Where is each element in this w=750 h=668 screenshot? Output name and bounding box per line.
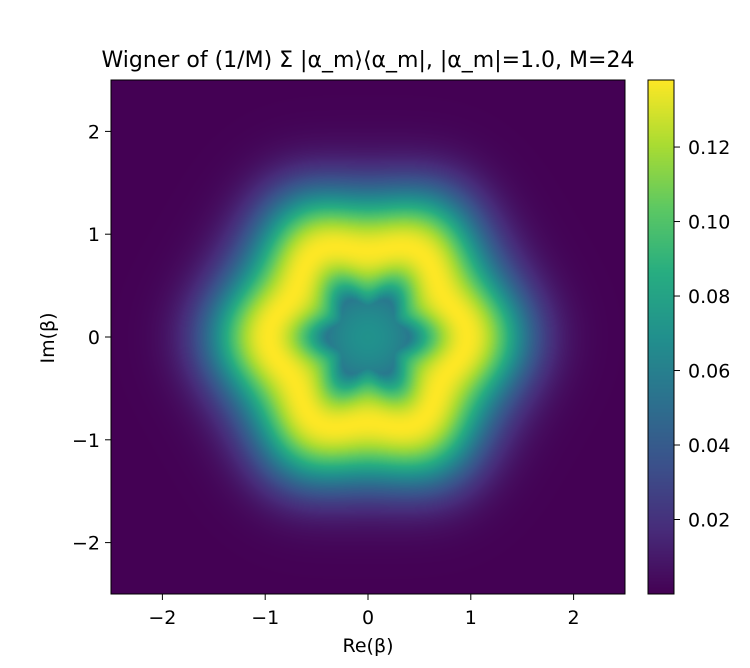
y-tick-label: 2 xyxy=(88,121,100,143)
colorbar: 0.02 0.04 0.06 0.08 0.10 0.12 xyxy=(647,79,730,595)
colorbar-ticks: 0.02 0.04 0.06 0.08 0.10 0.12 xyxy=(674,137,730,532)
x-tick-label: −2 xyxy=(148,607,176,629)
colorbar-tick-label: 0.02 xyxy=(688,510,730,532)
heatmap-image xyxy=(111,80,625,594)
y-tick-label: 0 xyxy=(88,327,100,349)
colorbar-tick-label: 0.12 xyxy=(688,137,730,159)
y-axis-label: Im(β) xyxy=(37,312,59,363)
colorbar-frame xyxy=(647,79,675,595)
chart-title: Wigner of (1/M) Σ |α_m⟩⟨α_m|, |α_m|=1.0,… xyxy=(102,48,635,73)
y-tick-label: −1 xyxy=(72,430,100,452)
x-tick-label: 1 xyxy=(465,607,477,629)
colorbar-tick-label: 0.06 xyxy=(688,361,730,383)
x-tick-label: 0 xyxy=(362,607,374,629)
colorbar-tick-label: 0.08 xyxy=(688,286,730,308)
y-axis: −2 −1 0 1 2 xyxy=(72,121,111,555)
x-tick-label: 2 xyxy=(568,607,580,629)
x-axis-label: Re(β) xyxy=(343,635,394,657)
x-axis: −2 −1 0 1 2 xyxy=(148,594,580,629)
y-tick-label: 1 xyxy=(88,224,100,246)
colorbar-tick-label: 0.04 xyxy=(688,435,730,457)
y-tick-label: −2 xyxy=(72,533,100,555)
x-tick-label: −1 xyxy=(251,607,279,629)
colorbar-tick-label: 0.10 xyxy=(688,212,730,234)
plot-area xyxy=(110,79,626,595)
colorbar-gradient xyxy=(648,80,674,594)
